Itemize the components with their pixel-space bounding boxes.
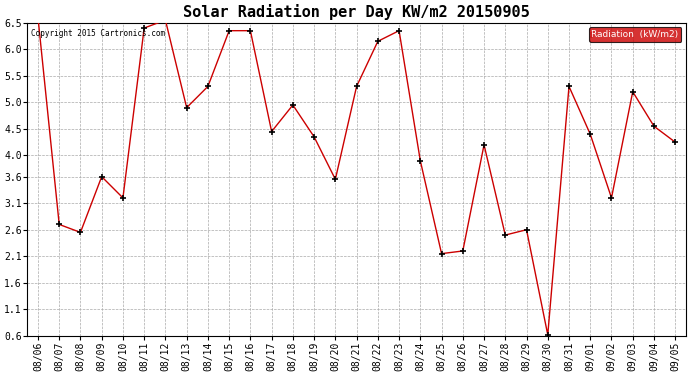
Legend: Radiation  (kW/m2): Radiation (kW/m2): [589, 27, 681, 42]
Title: Solar Radiation per Day KW/m2 20150905: Solar Radiation per Day KW/m2 20150905: [184, 4, 530, 20]
Text: Copyright 2015 Cartronics.com: Copyright 2015 Cartronics.com: [30, 29, 165, 38]
